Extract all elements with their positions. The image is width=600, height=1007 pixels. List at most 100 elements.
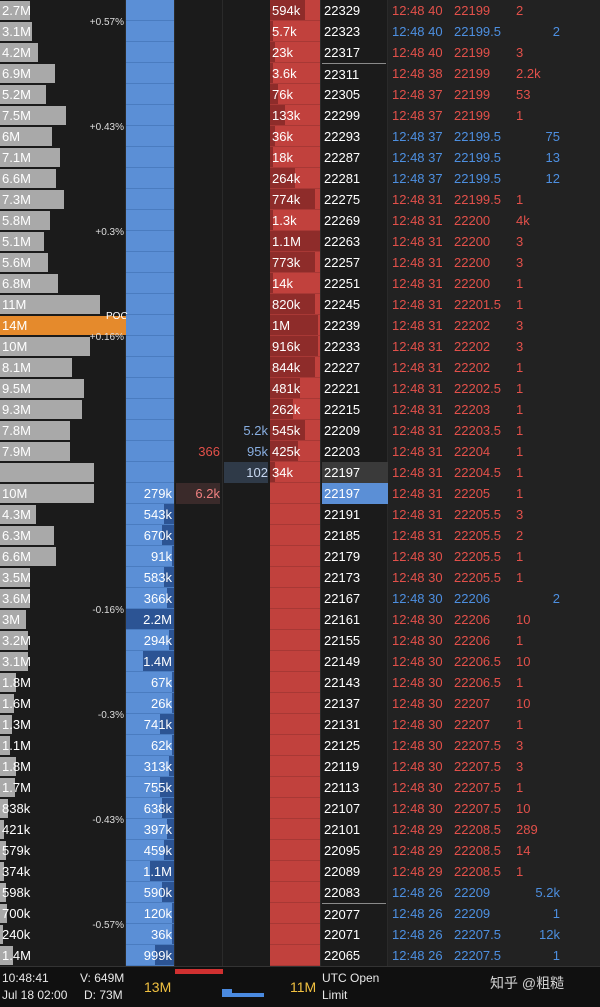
bid-cell[interactable]: 120k — [126, 903, 174, 924]
price-level[interactable]: 22065 — [324, 948, 361, 963]
ladder-row[interactable]: 1.8M 67k 22143 12:48 30 22206.5 1 — [0, 672, 600, 693]
ask-cell[interactable] — [270, 819, 320, 840]
price-level[interactable]: 22323 — [324, 24, 361, 39]
bid-cell[interactable]: 590k — [126, 882, 174, 903]
ask-cell[interactable]: 264k — [270, 168, 320, 189]
bid-cell[interactable] — [126, 462, 174, 483]
price-level[interactable]: 22227 — [324, 360, 361, 375]
ladder-row[interactable]: 374k 1.1M 22089 12:48 29 22208.5 1 — [0, 861, 600, 882]
ladder-row[interactable]: 3.1M 1.4M 22149 12:48 30 22206.5 10 — [0, 651, 600, 672]
ask-cell[interactable]: 34k — [270, 462, 320, 483]
ladder-row[interactable]: 1.7M 755k 22113 12:48 30 22207.5 1 — [0, 777, 600, 798]
price-level[interactable]: 22143 — [324, 675, 361, 690]
ladder-row[interactable]: 3.6M 366k 22167 12:48 30 22206 2 — [0, 588, 600, 609]
ask-cell[interactable] — [270, 756, 320, 777]
bid-cell[interactable]: 2.2M — [126, 609, 174, 630]
ladder-row[interactable]: 10M +0.16% 916k 22233 12:48 31 22202 3 — [0, 332, 600, 357]
bid-cell[interactable]: 638k — [126, 798, 174, 819]
ask-cell[interactable]: 844k — [270, 357, 320, 378]
ask-cell[interactable] — [270, 945, 320, 966]
ask-cell[interactable]: 916k — [270, 336, 320, 357]
ladder-row[interactable]: 5.8M 1.3k 22269 12:48 31 22200 4k — [0, 210, 600, 231]
ladder-row[interactable]: 598k 590k 22083 12:48 26 22209 5.2k — [0, 882, 600, 903]
ladder-row[interactable]: 1.6M 26k 22137 12:48 30 22207 10 — [0, 693, 600, 714]
bid-cell[interactable] — [126, 357, 174, 378]
ladder-row[interactable]: 7.1M 18k 22287 12:48 37 22199.5 13 — [0, 147, 600, 168]
price-level[interactable]: 22305 — [324, 87, 361, 102]
bid-cell[interactable]: 366k — [126, 588, 174, 609]
bid-cell[interactable]: 91k — [126, 546, 174, 567]
price-level[interactable]: 22125 — [324, 738, 361, 753]
order-type-label[interactable]: Limit — [322, 988, 348, 1002]
ladder-row[interactable]: 8.1M 844k 22227 12:48 31 22202 1 — [0, 357, 600, 378]
price-level[interactable]: 22107 — [324, 801, 361, 816]
bid-cell[interactable]: 294k — [126, 630, 174, 651]
ask-cell[interactable] — [270, 882, 320, 903]
ask-cell[interactable] — [270, 609, 320, 630]
bid-cell[interactable] — [126, 105, 174, 126]
bid-cell[interactable] — [126, 168, 174, 189]
bid-cell[interactable] — [126, 63, 174, 84]
price-level[interactable]: 22299 — [324, 108, 361, 123]
ask-cell[interactable] — [270, 714, 320, 735]
bid-cell[interactable] — [126, 0, 174, 21]
price-level[interactable]: 22173 — [324, 570, 361, 585]
price-level[interactable]: 22203 — [324, 444, 361, 459]
ladder-row[interactable]: 2.7M 594k 22329 12:48 40 22199 2 — [0, 0, 600, 21]
price-level[interactable]: 22161 — [324, 612, 361, 627]
bid-cell[interactable]: 1.4M — [126, 651, 174, 672]
price-level[interactable]: 22281 — [324, 171, 361, 186]
ask-cell[interactable] — [270, 903, 320, 924]
bid-cell[interactable] — [126, 126, 174, 147]
ask-cell[interactable] — [270, 777, 320, 798]
ask-cell[interactable] — [270, 483, 320, 504]
ladder-row[interactable]: 6.6M 91k 22179 12:48 30 22205.5 1 — [0, 546, 600, 567]
ladder-row[interactable]: 7.5M 133k 22299 12:48 37 22199 1 — [0, 105, 600, 126]
ask-cell[interactable] — [270, 861, 320, 882]
price-level[interactable]: 22287 — [324, 150, 361, 165]
ladder-row[interactable]: 7.9M 366 95k 425k 22203 12:48 31 22204 1 — [0, 441, 600, 462]
ladder-row[interactable]: 6.3M 670k 22185 12:48 31 22205.5 2 — [0, 525, 600, 546]
ask-cell[interactable]: 14k — [270, 273, 320, 294]
price-level[interactable]: 22215 — [324, 402, 361, 417]
ladder-row[interactable]: 3.1M +0.57% 5.7k 22323 12:48 40 22199.5 2 — [0, 17, 600, 42]
ask-cell[interactable]: 36k — [270, 126, 320, 147]
ladder-row[interactable]: 11M 820k 22245 12:48 31 22201.5 1 — [0, 294, 600, 315]
ladder-row[interactable]: 3.2M 294k 22155 12:48 30 22206 1 — [0, 630, 600, 651]
ladder-row[interactable]: 3M -0.16% 2.2M 22161 12:48 30 22206 10 — [0, 605, 600, 630]
price-level[interactable]: 22155 — [324, 633, 361, 648]
bid-cell[interactable] — [126, 294, 174, 315]
ladder-row[interactable]: 838k 638k 22107 12:48 30 22207.5 10 — [0, 798, 600, 819]
price-level[interactable]: 22185 — [324, 528, 361, 543]
bid-cell[interactable]: 741k — [126, 714, 174, 735]
ladder-row[interactable]: 421k -0.43% 397k 22101 12:48 29 22208.5 289 — [0, 815, 600, 840]
ask-cell[interactable]: 481k — [270, 378, 320, 399]
price-level[interactable]: 22257 — [324, 255, 361, 270]
bid-cell[interactable] — [126, 273, 174, 294]
bid-cell[interactable]: 583k — [126, 567, 174, 588]
price-level[interactable]: 22269 — [324, 213, 361, 228]
ask-cell[interactable] — [270, 672, 320, 693]
ask-cell[interactable]: 76k — [270, 84, 320, 105]
price-level[interactable]: 22197 — [322, 462, 388, 483]
ask-cell[interactable]: 1M — [270, 315, 320, 336]
bid-cell[interactable]: 670k — [126, 525, 174, 546]
price-level[interactable]: 22311 — [322, 63, 386, 84]
bid-cell[interactable] — [126, 378, 174, 399]
ladder-row[interactable]: 10M 279k 6.2k 22197 12:48 31 22205 1 — [0, 483, 600, 504]
ask-cell[interactable] — [270, 504, 320, 525]
ask-cell[interactable]: 1.3k — [270, 210, 320, 231]
ladder-row[interactable]: 7.8M 5.2k 545k 22209 12:48 31 22203.5 1 — [0, 420, 600, 441]
bid-cell[interactable] — [126, 210, 174, 231]
price-level[interactable]: 22077 — [322, 903, 386, 924]
ask-cell[interactable]: 18k — [270, 147, 320, 168]
ladder-row[interactable]: 579k 459k 22095 12:48 29 22208.5 14 — [0, 840, 600, 861]
ladder-row[interactable]: 6M +0.43% 36k 22293 12:48 37 22199.5 75 — [0, 122, 600, 147]
ladder-row[interactable]: 4.2M 23k 22317 12:48 40 22199 3 — [0, 42, 600, 63]
bid-cell[interactable]: 397k — [126, 819, 174, 840]
ask-cell[interactable]: 23k — [270, 42, 320, 63]
bid-cell[interactable] — [126, 441, 174, 462]
price-level[interactable]: 22179 — [324, 549, 361, 564]
price-level[interactable]: 22137 — [324, 696, 361, 711]
price-level[interactable]: 22263 — [324, 234, 361, 249]
